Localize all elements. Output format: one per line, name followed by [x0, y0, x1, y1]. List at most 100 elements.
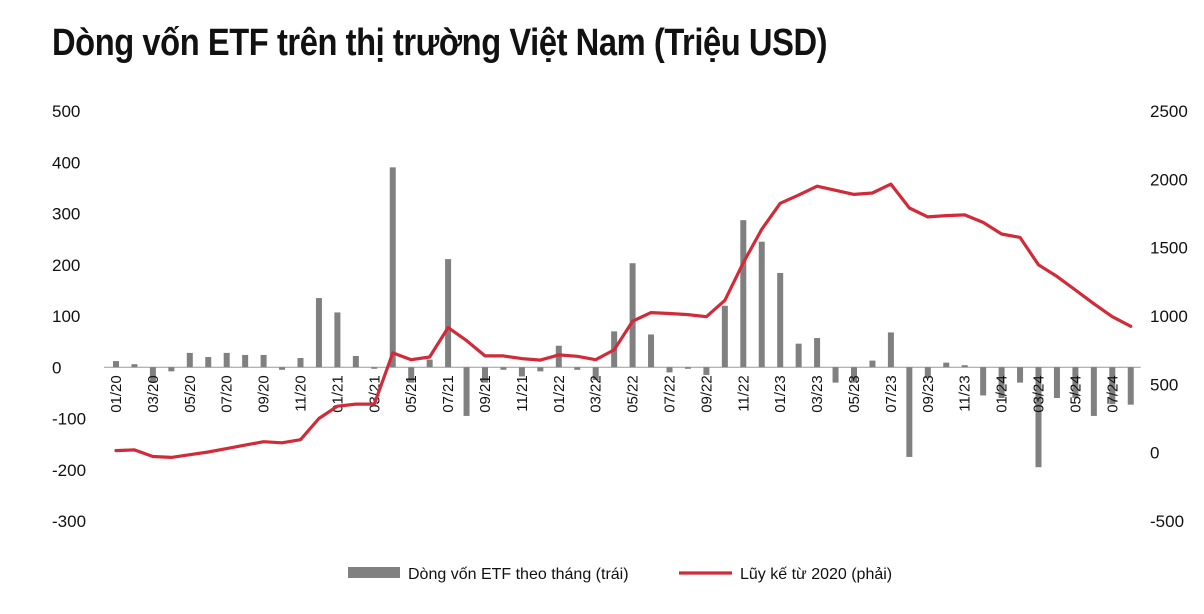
legend-bar-swatch	[348, 567, 400, 578]
x-tick-label: 01/24	[994, 375, 1011, 413]
bar	[1127, 367, 1134, 405]
bar	[149, 367, 156, 383]
right-tick-label: 2500	[1150, 102, 1188, 121]
x-tick-label: 05/24	[1067, 375, 1084, 413]
bar	[223, 352, 230, 368]
bar	[445, 259, 452, 368]
x-tick-label: 09/21	[477, 375, 494, 413]
left-tick-label: 0	[52, 358, 61, 377]
x-tick-label: 05/20	[182, 375, 199, 413]
bar	[629, 263, 636, 368]
x-tick-label: 09/22	[698, 375, 715, 413]
bar	[814, 338, 821, 368]
bar	[648, 334, 655, 368]
x-tick-label: 09/23	[920, 375, 937, 413]
chart-title: Dòng vốn ETF trên thị trường Việt Nam (T…	[52, 22, 828, 64]
right-tick-label: 1000	[1150, 307, 1188, 326]
x-tick-label: 11/20	[293, 375, 310, 411]
x-tick-label: 07/23	[883, 375, 900, 413]
bar	[408, 367, 415, 383]
right-tick-label: 2000	[1150, 170, 1188, 189]
left-tick-label: -300	[52, 512, 86, 531]
bar	[943, 362, 950, 368]
x-tick-label: 11/22	[735, 375, 752, 411]
bar	[315, 298, 322, 368]
bar	[758, 241, 765, 368]
x-tick-label: 01/23	[772, 375, 789, 413]
bar	[777, 272, 784, 368]
x-tick-label: 01/21	[329, 375, 346, 413]
left-tick-label: 500	[52, 102, 80, 121]
bar	[1109, 367, 1116, 405]
bar	[924, 367, 931, 378]
x-tick-label: 07/22	[662, 375, 679, 413]
x-tick-label: 05/22	[625, 375, 642, 413]
x-tick-label: 03/21	[366, 375, 383, 413]
bar	[426, 359, 433, 368]
bar	[463, 367, 470, 416]
bar	[334, 312, 341, 368]
left-tick-label: 200	[52, 256, 80, 275]
bar	[500, 367, 507, 370]
bar	[1035, 367, 1042, 468]
legend-bar-label: Dòng vốn ETF theo tháng (trái)	[408, 566, 629, 583]
bar	[205, 357, 212, 368]
bar	[168, 367, 175, 372]
bar	[131, 364, 138, 368]
bar	[869, 360, 876, 368]
x-axis: 01/20 03/20 05/20 07/20 09/20 11/20 01/21 03/21…	[108, 375, 1121, 413]
bar	[297, 358, 304, 368]
bar	[980, 367, 987, 396]
right-tick-label: -500	[1150, 512, 1184, 531]
bar	[740, 220, 747, 368]
bar	[666, 367, 673, 373]
bar	[832, 367, 839, 383]
bar	[998, 367, 1005, 398]
bar	[1072, 367, 1079, 398]
x-tick-label: 11/21	[514, 375, 531, 411]
bar	[1017, 367, 1024, 383]
right-tick-label: 0	[1150, 444, 1159, 463]
x-tick-label: 05/23	[846, 375, 863, 413]
left-tick-label: -200	[52, 461, 86, 480]
x-tick-label: 05/21	[403, 375, 420, 413]
bar	[389, 167, 396, 368]
bar	[851, 367, 857, 383]
right-tick-label: 500	[1150, 375, 1178, 394]
bar	[518, 367, 525, 377]
bar	[113, 361, 119, 368]
x-tick-label: 11/23	[957, 375, 974, 411]
x-tick-label: 01/22	[551, 375, 568, 413]
bar	[574, 367, 581, 370]
bar	[371, 367, 378, 369]
bar	[1053, 367, 1060, 398]
x-tick-label: 03/23	[809, 375, 826, 413]
bar	[352, 355, 359, 368]
line-series	[114, 182, 1133, 459]
bar	[961, 365, 968, 368]
bar	[186, 352, 193, 368]
bar-series	[113, 167, 1134, 468]
bar	[279, 367, 286, 370]
left-axis: 500 400 300 200 100 0 -100 -200 -300	[52, 102, 86, 531]
bar	[242, 354, 249, 368]
left-tick-label: -100	[52, 410, 86, 429]
x-tick-label: 07/24	[1104, 375, 1121, 413]
right-tick-label: 1500	[1150, 239, 1188, 258]
bar	[703, 367, 710, 375]
x-tick-label: 01/20	[108, 375, 125, 413]
left-tick-label: 400	[52, 153, 80, 172]
right-axis: 2500 2000 1500 1000 500 0 -500	[1150, 102, 1188, 531]
x-tick-label: 09/20	[256, 375, 273, 413]
x-tick-label: 03/22	[588, 375, 605, 413]
bar	[684, 367, 691, 369]
bar	[721, 305, 728, 368]
legend: Dòng vốn ETF theo tháng (trái) Lũy kế từ…	[348, 566, 892, 583]
bar	[260, 354, 267, 368]
legend-line-label: Lũy kế từ 2020 (phải)	[740, 566, 892, 583]
x-tick-label: 03/24	[1031, 375, 1048, 413]
x-tick-label: 03/20	[145, 375, 162, 413]
bar	[537, 367, 544, 372]
x-tick-label: 07/21	[440, 375, 457, 413]
